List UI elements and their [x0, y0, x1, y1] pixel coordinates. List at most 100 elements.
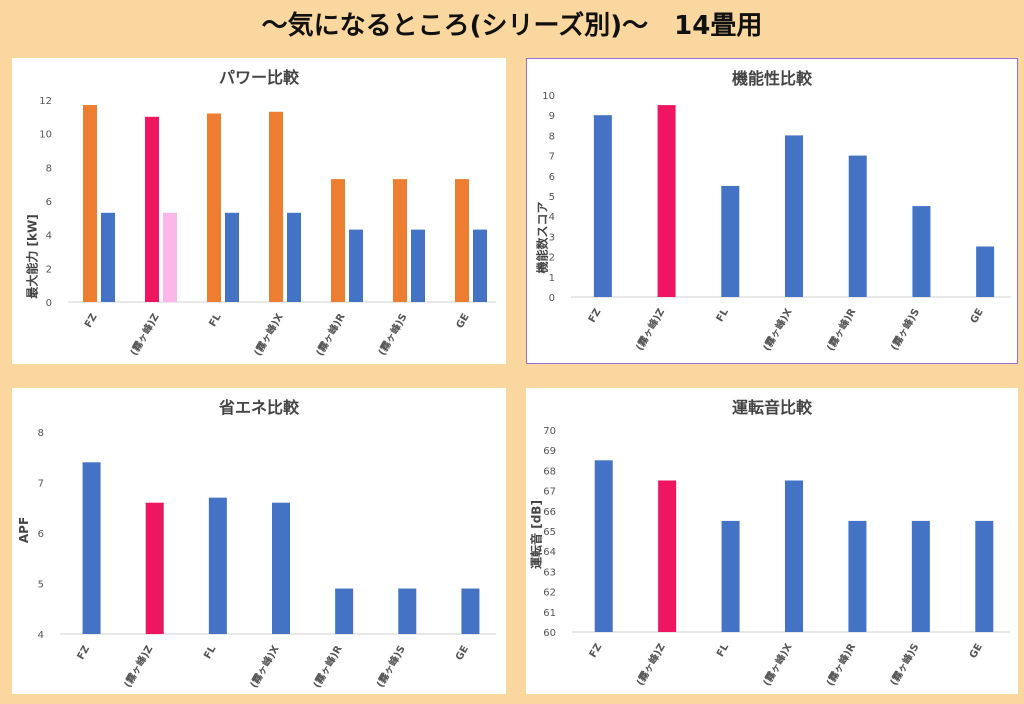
bar [335, 588, 354, 634]
x-tick-label: (霧ヶ峰)R [313, 311, 348, 358]
bar [101, 212, 115, 302]
y-tick-label: 9 [549, 111, 555, 122]
x-tick-label: (霧ヶ峰)Z [633, 306, 667, 353]
x-tick-label: (霧ヶ峰)X [760, 641, 795, 688]
y-tick-label: 65 [543, 527, 556, 538]
y-tick-label: 7 [549, 152, 555, 163]
y-tick-label: 8 [46, 163, 52, 174]
bar [594, 460, 613, 632]
chart-panel-energy: 省エネ比較 APF 4 5 6 7 8 FZ (霧ヶ峰)Z FL (霧ヶ峰)X (霧ヶ峰)R (霧ヶ… [12, 388, 506, 694]
y-tick-label: 70 [543, 426, 556, 437]
chart-panel-function: 機能性比較 機能数スコア 0 1 2 3 4 5 6 7 8 9 10 FZ (霧ヶ峰)Z FL (霧ヶ峰)… [526, 58, 1018, 364]
y-tick-label: 7 [38, 479, 44, 490]
y-tick-label: 3 [549, 232, 555, 243]
y-tick-label: 10 [542, 91, 555, 102]
x-tick-label: FZ [76, 644, 93, 662]
bar [785, 135, 803, 297]
bar [349, 229, 363, 302]
bar [912, 206, 931, 297]
x-tick-label: (霧ヶ峰)S [375, 311, 409, 358]
bar [145, 502, 164, 634]
y-tick-label: 1 [549, 273, 555, 284]
x-tick-label: GE [969, 307, 986, 326]
x-tick-label: (霧ヶ峰)S [887, 641, 921, 688]
x-tick-label: (霧ヶ峰)Z [633, 641, 667, 688]
bar [721, 520, 740, 632]
bar [455, 179, 469, 302]
bar [911, 520, 930, 632]
y-tick-label: 6 [549, 172, 555, 183]
y-tick-label: 60 [543, 628, 556, 639]
y-tick-label: 6 [46, 197, 52, 208]
y-tick-label: 5 [38, 580, 44, 591]
y-tick-label: 8 [549, 131, 555, 142]
page-title: 〜気になるところ(シリーズ別)〜 14畳用 [261, 11, 763, 41]
bar [473, 229, 487, 302]
x-tick-label: (霧ヶ峰)R [823, 641, 858, 688]
y-tick-label: 10 [39, 130, 52, 141]
y-tick-label: 2 [46, 264, 52, 275]
y-tick-label: 69 [543, 446, 556, 457]
y-tick-label: 2 [549, 253, 555, 264]
y-tick-label: 0 [46, 298, 52, 309]
y-tick-label: 4 [46, 231, 52, 242]
bar [269, 111, 283, 303]
bar [721, 185, 740, 297]
x-tick-label: FL [715, 306, 731, 323]
bar [658, 480, 677, 632]
x-tick-label: FL [715, 641, 731, 658]
bar [976, 246, 995, 297]
y-tick-label: 4 [38, 630, 44, 641]
y-tick-label: 6 [38, 529, 44, 540]
y-tick-label: 61 [543, 608, 556, 619]
y-tick-label: 8 [38, 428, 44, 439]
bar [411, 229, 425, 302]
x-tick-label: (霧ヶ峰)S [373, 643, 407, 690]
bar [331, 179, 345, 302]
x-tick-label: GE [455, 312, 472, 331]
y-tick-label: 63 [543, 567, 556, 578]
x-tick-label: FL [202, 643, 218, 660]
x-tick-label: (霧ヶ峰)X [760, 306, 795, 353]
x-tick-label: GE [968, 642, 985, 661]
x-tick-label: FZ [587, 307, 604, 325]
bar [145, 116, 159, 302]
bar [163, 212, 177, 302]
bar [287, 212, 301, 302]
bar [272, 502, 290, 634]
chart-svg: 4 5 6 7 8 FZ (霧ヶ峰)Z FL (霧ヶ峰)X (霧ヶ峰)R (霧ヶ峰)S GE [38, 428, 496, 690]
y-tick-label: 62 [543, 588, 556, 599]
chart-svg: 0 2 4 6 8 10 12 FZ (霧ヶ峰)Z FL (霧ヶ峰)X (霧ヶ峰)R (霧ヶ峰)S GE [39, 96, 496, 358]
bar [785, 480, 803, 632]
x-tick-label: FL [207, 311, 223, 328]
chart-title: 省エネ比較 [218, 398, 299, 417]
bar [225, 212, 239, 302]
bar [848, 520, 867, 632]
x-tick-label: FZ [588, 642, 605, 660]
x-tick-label: (霧ヶ峰)X [247, 643, 282, 690]
bar [208, 497, 227, 634]
x-tick-label: (霧ヶ峰)R [310, 643, 345, 690]
y-tick-label: 12 [39, 96, 52, 107]
x-tick-label: (霧ヶ峰)R [824, 306, 859, 353]
bar [657, 105, 676, 297]
x-tick-label: (霧ヶ峰)Z [121, 643, 155, 690]
x-tick-label: GE [454, 644, 471, 663]
chart-title: 機能性比較 [731, 69, 812, 88]
bar [975, 520, 994, 632]
y-tick-label: 68 [543, 466, 556, 477]
x-tick-label: (霧ヶ峰)S [888, 306, 922, 353]
bar [82, 462, 101, 634]
bar [398, 588, 417, 634]
y-tick-label: 5 [549, 192, 555, 203]
x-tick-label: FZ [83, 312, 100, 330]
chart-svg: 0 1 2 3 4 5 6 7 8 9 10 FZ (霧ヶ峰)Z FL (霧ヶ峰)X (霧ヶ峰)R (霧ヶ峰)S… [542, 91, 1011, 353]
bar [593, 115, 612, 297]
chart-title: パワー比較 [218, 68, 299, 87]
x-tick-label: (霧ヶ峰)Z [127, 311, 161, 358]
x-tick-label: (霧ヶ峰)X [251, 311, 286, 358]
bar [461, 588, 480, 634]
y-tick-label: 64 [543, 547, 556, 558]
y-tick-label: 66 [543, 507, 556, 518]
bar [848, 155, 867, 297]
